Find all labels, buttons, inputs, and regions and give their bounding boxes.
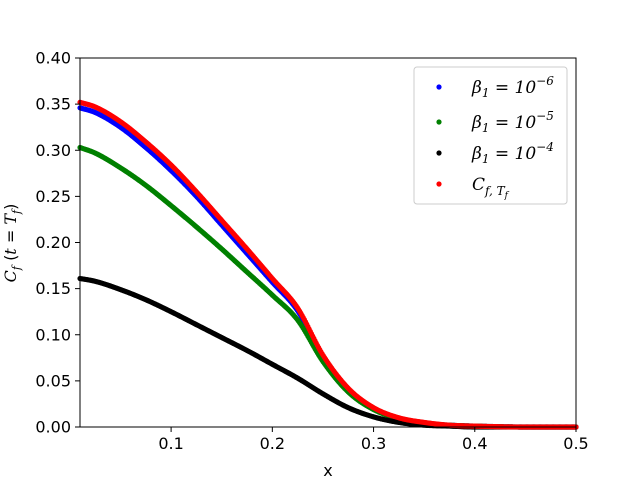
y-tick-label: 0.20 [35, 233, 71, 252]
y-tick-label: 0.35 [35, 95, 71, 114]
legend-marker-beta-1e-6 [436, 84, 442, 90]
y-tick-label: 0.30 [35, 141, 71, 160]
legend-marker-beta-1e-4 [436, 150, 442, 156]
x-tick-label: 0.5 [563, 434, 588, 453]
y-tick-label: 0.00 [35, 418, 71, 437]
series-3 [77, 99, 579, 430]
y-tick-label: 0.10 [35, 325, 71, 344]
plot-frame [79, 57, 577, 428]
x-tick-label: 0.2 [260, 434, 285, 453]
y-axis-label: Cf (t = Tf) [1, 204, 23, 283]
legend: β1 = 10−6 β1 = 10−5 β1 = 10−4 Cf, Tf [413, 66, 568, 205]
y-tick-label: 0.40 [35, 49, 71, 68]
x-tick-label: 0.3 [361, 434, 386, 453]
x-tick-label: 0.1 [158, 434, 183, 453]
y-tick-label: 0.25 [35, 187, 71, 206]
series-2 [77, 275, 579, 430]
legend-box [413, 66, 568, 205]
plot-area [77, 99, 579, 430]
y-tick-label: 0.05 [35, 371, 71, 390]
axis-ticks: 0.1 0.2 0.3 0.4 0.5 0.00 0.05 0.10 0.15 0.20 0.25 0… [35, 49, 588, 454]
legend-marker-beta-1e-5 [436, 119, 442, 125]
x-axis-label: x [323, 461, 332, 480]
legend-marker-cf-tf [436, 181, 442, 187]
y-tick-label: 0.15 [35, 279, 71, 298]
x-tick-label: 0.4 [462, 434, 487, 453]
